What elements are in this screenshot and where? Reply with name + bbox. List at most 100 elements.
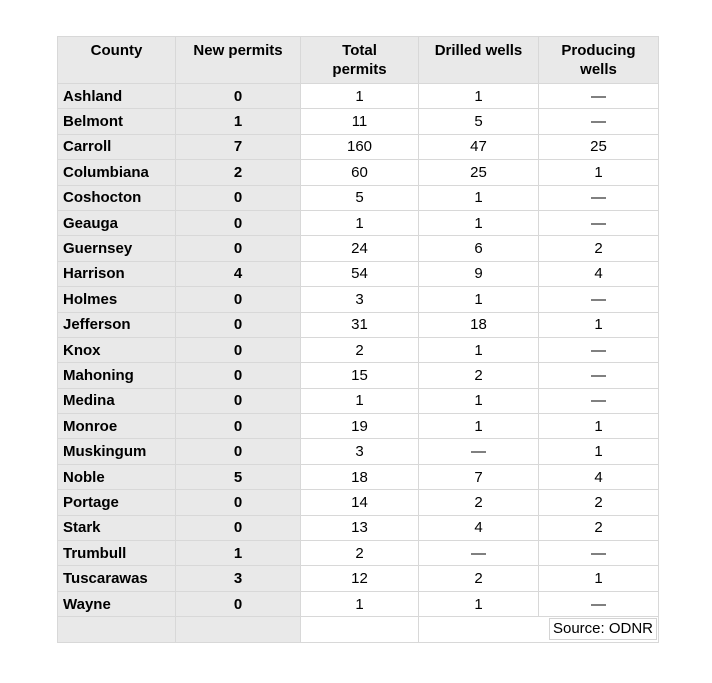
total-permits-cell: 18 <box>300 463 419 491</box>
county-cell: Wayne <box>57 590 176 618</box>
drilled-wells-cell: 1 <box>418 286 539 313</box>
new-permits-cell: 0 <box>175 82 301 110</box>
new-permits-cell: 5 <box>175 463 301 491</box>
producing-wells-cell: 4 <box>538 463 659 491</box>
table-row: Muskingum 0 3—1 <box>57 438 659 465</box>
total-permits-cell: 5 <box>300 184 419 211</box>
county-cell: Holmes <box>57 286 176 313</box>
table-row: Portage 0 14 2 2 <box>57 489 659 516</box>
table-row: Coshocton 0 5 1— <box>57 184 659 211</box>
new-permits-cell: 3 <box>175 565 301 592</box>
drilled-wells-cell: 4 <box>418 514 539 542</box>
county-cell: Trumbull <box>57 540 176 567</box>
new-permits-cell: 0 <box>175 235 301 262</box>
new-permits-cell: 0 <box>175 184 301 211</box>
county-cell: Muskingum <box>57 438 176 465</box>
new-permits-cell: 1 <box>175 540 301 567</box>
drilled-wells-cell: 1 <box>418 590 539 618</box>
new-permits-cell: 0 <box>175 311 301 338</box>
total-permits-cell: 2 <box>300 336 419 364</box>
producing-wells-cell: 4 <box>538 260 659 288</box>
county-cell: Columbiana <box>57 159 176 186</box>
drilled-wells-cell: 2 <box>418 362 539 389</box>
new-permits-cell: 0 <box>175 209 301 237</box>
total-permits-cell: 19 <box>300 413 419 440</box>
drilled-wells-cell: 7 <box>418 463 539 491</box>
producing-wells-cell: — <box>538 362 659 389</box>
new-permits-cell: 0 <box>175 489 301 516</box>
total-permits-cell: 15 <box>300 362 419 389</box>
table-row: Guernsey 0 24 6 2 <box>57 235 659 262</box>
drilled-wells-cell: 18 <box>418 311 539 338</box>
drilled-wells-cell: 5 <box>418 108 539 135</box>
producing-wells-cell: 1 <box>538 565 659 592</box>
col-header-total-permits: Total permits <box>300 36 419 84</box>
permits-table-wrapper: County New permits Total permits Drilled… <box>57 36 659 643</box>
total-permits-cell: 60 <box>300 159 419 186</box>
producing-wells-cell: 25 <box>538 133 659 161</box>
empty-new-permits-cell <box>175 616 301 643</box>
col-header-drilled-wells: Drilled wells <box>418 36 539 84</box>
drilled-wells-cell: 1 <box>418 209 539 237</box>
source-note: Source: ODNR <box>548 618 657 641</box>
drilled-wells-cell: 1 <box>418 336 539 364</box>
drilled-wells-cell: 1 <box>418 82 539 110</box>
source-cell: Source: ODNR <box>418 616 659 643</box>
producing-wells-cell: — <box>538 336 659 364</box>
county-cell: Medina <box>57 387 176 415</box>
new-permits-cell: 0 <box>175 362 301 389</box>
total-permits-cell: 3 <box>300 438 419 465</box>
county-cell: Geauga <box>57 209 176 237</box>
permits-table: County New permits Total permits Drilled… <box>57 36 659 643</box>
table-row: Stark 0 13 4 2 <box>57 514 659 542</box>
new-permits-cell: 0 <box>175 413 301 440</box>
county-cell: Ashland <box>57 82 176 110</box>
table-row: Noble 5 18 7 4 <box>57 463 659 491</box>
producing-wells-cell: — <box>538 590 659 618</box>
table-row: Holmes 0 3 1— <box>57 286 659 313</box>
producing-wells-cell: 2 <box>538 235 659 262</box>
drilled-wells-cell: 1 <box>418 387 539 415</box>
drilled-wells-cell: 47 <box>418 133 539 161</box>
drilled-wells-cell: 25 <box>418 159 539 186</box>
new-permits-cell: 2 <box>175 159 301 186</box>
total-permits-cell: 31 <box>300 311 419 338</box>
producing-wells-cell: 1 <box>538 311 659 338</box>
drilled-wells-cell: — <box>418 540 539 567</box>
total-permits-cell: 3 <box>300 286 419 313</box>
total-permits-cell: 54 <box>300 260 419 288</box>
drilled-wells-cell: 6 <box>418 235 539 262</box>
county-cell: Belmont <box>57 108 176 135</box>
county-cell: Stark <box>57 514 176 542</box>
county-cell: Harrison <box>57 260 176 288</box>
header-row: County New permits Total permits Drilled… <box>57 36 659 84</box>
total-permits-cell: 1 <box>300 387 419 415</box>
county-cell: Coshocton <box>57 184 176 211</box>
new-permits-cell: 4 <box>175 260 301 288</box>
empty-total-permits-cell <box>300 616 419 643</box>
county-cell: Carroll <box>57 133 176 161</box>
table-row: Belmont 1 11 5— <box>57 108 659 135</box>
table-row: Mahoning 0 15 2— <box>57 362 659 389</box>
total-permits-cell: 12 <box>300 565 419 592</box>
producing-wells-cell: — <box>538 82 659 110</box>
table-row: Jefferson 0 31 18 1 <box>57 311 659 338</box>
table-row: Ashland 0 1 1— <box>57 82 659 110</box>
new-permits-cell: 0 <box>175 514 301 542</box>
total-permits-cell: 1 <box>300 82 419 110</box>
producing-wells-cell: — <box>538 387 659 415</box>
table-row: Monroe 0 19 1 1 <box>57 413 659 440</box>
col-header-county: County <box>57 36 176 84</box>
table-row: Columbiana 2 60 25 1 <box>57 159 659 186</box>
producing-wells-cell: — <box>538 286 659 313</box>
new-permits-cell: 0 <box>175 336 301 364</box>
table-row: Trumbull 1 2— — <box>57 540 659 567</box>
table-body: Ashland 0 1 1— Belmont 1 11 5— Carroll 7 160 47 25 Co… <box>57 82 659 618</box>
new-permits-cell: 0 <box>175 286 301 313</box>
table-row: Medina 0 1 1— <box>57 387 659 415</box>
producing-wells-cell: 1 <box>538 413 659 440</box>
county-cell: Jefferson <box>57 311 176 338</box>
producing-wells-cell: — <box>538 184 659 211</box>
total-permits-cell: 1 <box>300 209 419 237</box>
table-row: Knox 0 2 1— <box>57 336 659 364</box>
